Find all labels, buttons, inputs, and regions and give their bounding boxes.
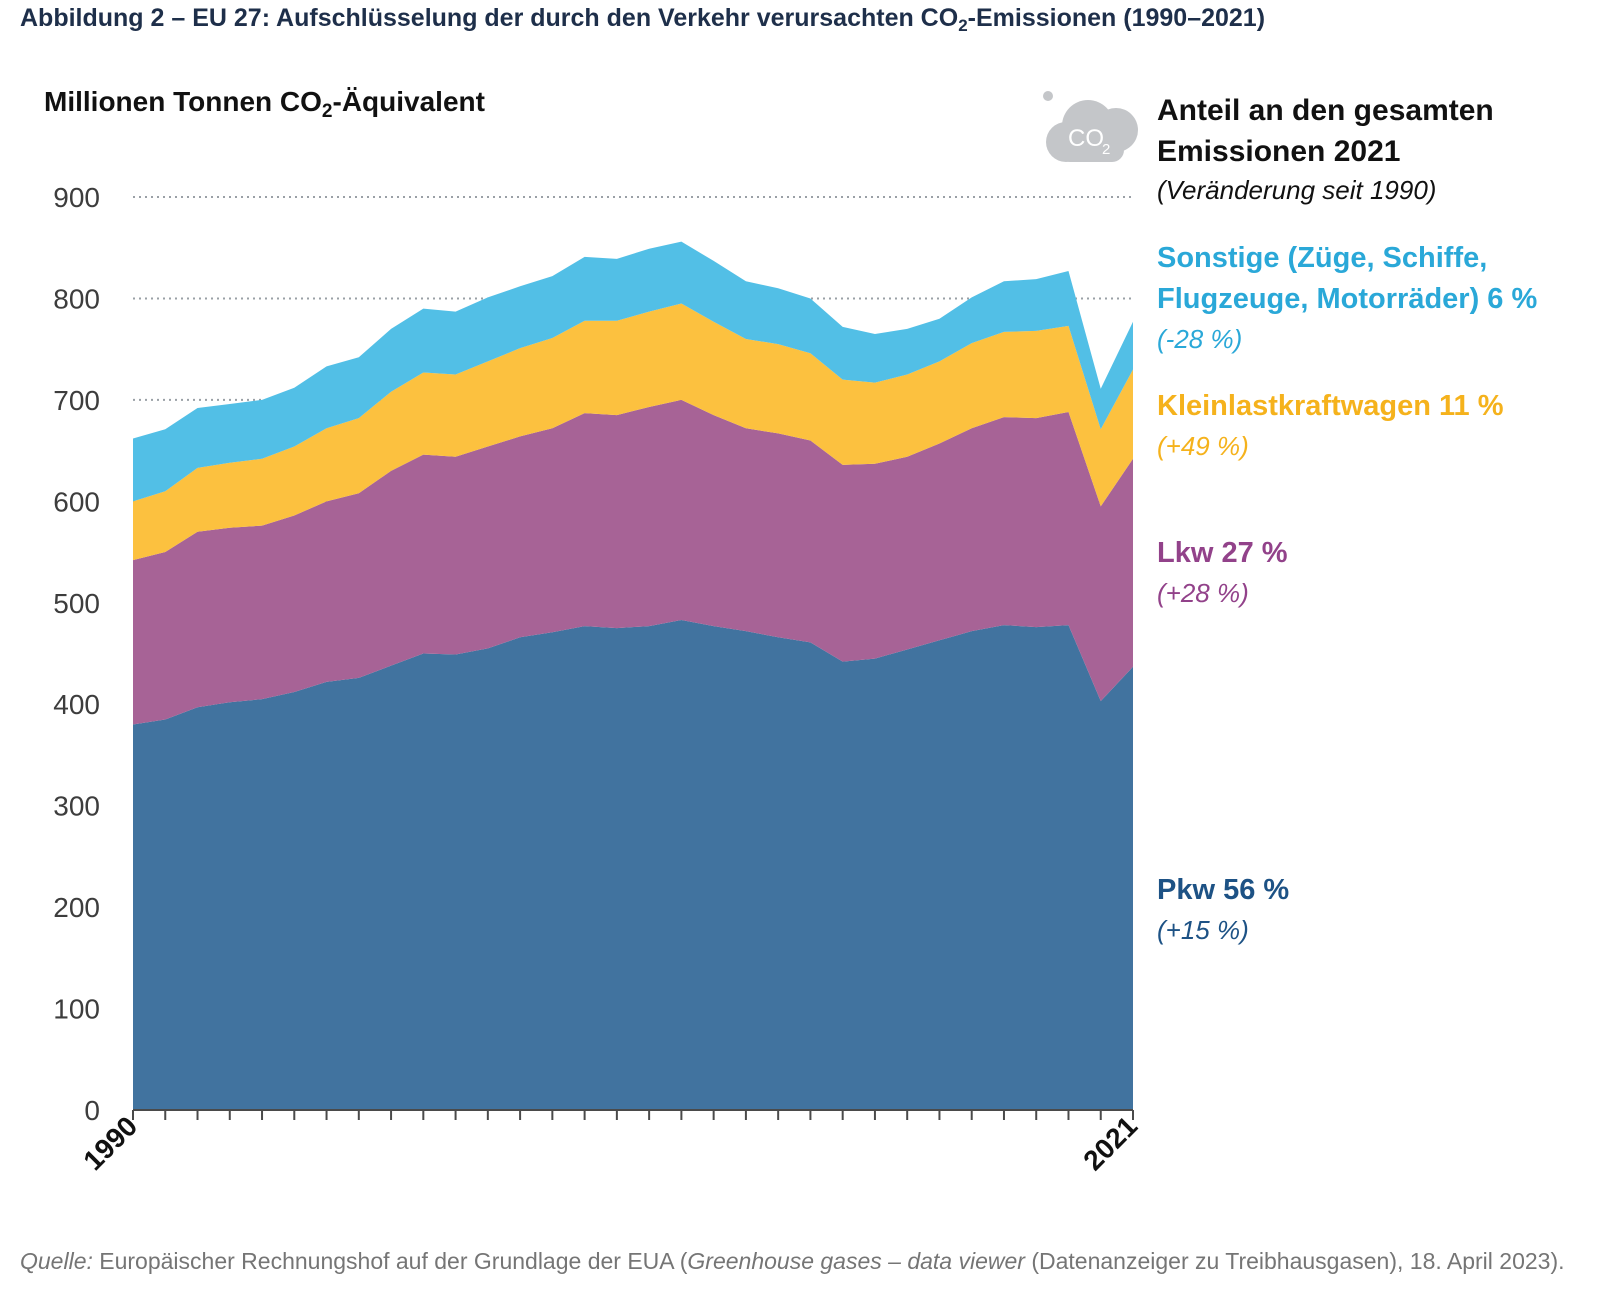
legend-heading-line-1: Anteil an den gesamten	[1157, 94, 1494, 127]
y-tick-label: 700	[53, 385, 100, 416]
area-pkw	[133, 620, 1133, 1110]
legend-item-pkw: Pkw 56 % (+15 %)	[1157, 870, 1593, 949]
co2-cloud-subscript: 2	[1102, 141, 1110, 158]
y-tick-label: 400	[53, 689, 100, 720]
legend-name: Lkw 27 %	[1157, 537, 1288, 569]
co2-cloud-label: CO	[1068, 125, 1104, 152]
area-kleinlastkraftwagen	[133, 303, 1133, 561]
area-series-layer	[133, 241, 1133, 1110]
legend-name: Flugzeuge, Motorräder) 6 %	[1157, 283, 1538, 315]
legend-change: (+49 %)	[1157, 431, 1249, 461]
source-note: Quelle: Europäischer Rechnungshof auf de…	[20, 1248, 1565, 1274]
area-lkw	[133, 399, 1133, 725]
legend-item-kleinlastkraftwagen: Kleinlastkraftwagen 11 % (+49 %)	[1157, 386, 1593, 465]
y-tick-label: 500	[53, 588, 100, 619]
y-tick-label: 300	[53, 791, 100, 822]
y-tick-label: 0	[84, 1095, 100, 1126]
y-tick-label: 800	[53, 283, 100, 314]
y-tick-label: 600	[53, 486, 100, 517]
co2-cloud-icon: CO 2	[1043, 91, 1138, 162]
legend-heading-sub: (Veränderung seit 1990)	[1157, 175, 1437, 205]
legend-name: Sonstige (Züge, Schiffe,	[1157, 242, 1488, 274]
y-tick-label: 100	[53, 994, 100, 1025]
legend-change: (+15 %)	[1157, 915, 1249, 945]
y-tick-label: 200	[53, 892, 100, 923]
legend-heading: Anteil an den gesamten Emissionen 2021 (…	[1157, 90, 1587, 208]
x-tick-label: 2021	[1077, 1110, 1143, 1176]
legend-name: Pkw 56 %	[1157, 874, 1290, 906]
legend-item-sonstige: Sonstige (Züge, Schiffe, Flugzeuge, Moto…	[1157, 238, 1593, 358]
legend-change: (-28 %)	[1157, 324, 1243, 354]
legend-name: Kleinlastkraftwagen 11 %	[1157, 390, 1504, 422]
figure-title: Abbildung 2 – EU 27: Aufschlüsselung der…	[20, 4, 1266, 36]
y-axis-label: Millionen Tonnen CO2-Äquivalent	[44, 86, 485, 123]
y-tick-label: 900	[53, 182, 100, 213]
area-sonstige	[133, 241, 1133, 502]
legend-item-lkw: Lkw 27 % (+28 %)	[1157, 533, 1593, 612]
legend-heading-line-2: Emissionen 2021	[1157, 135, 1401, 168]
legend-change: (+28 %)	[1157, 578, 1249, 608]
